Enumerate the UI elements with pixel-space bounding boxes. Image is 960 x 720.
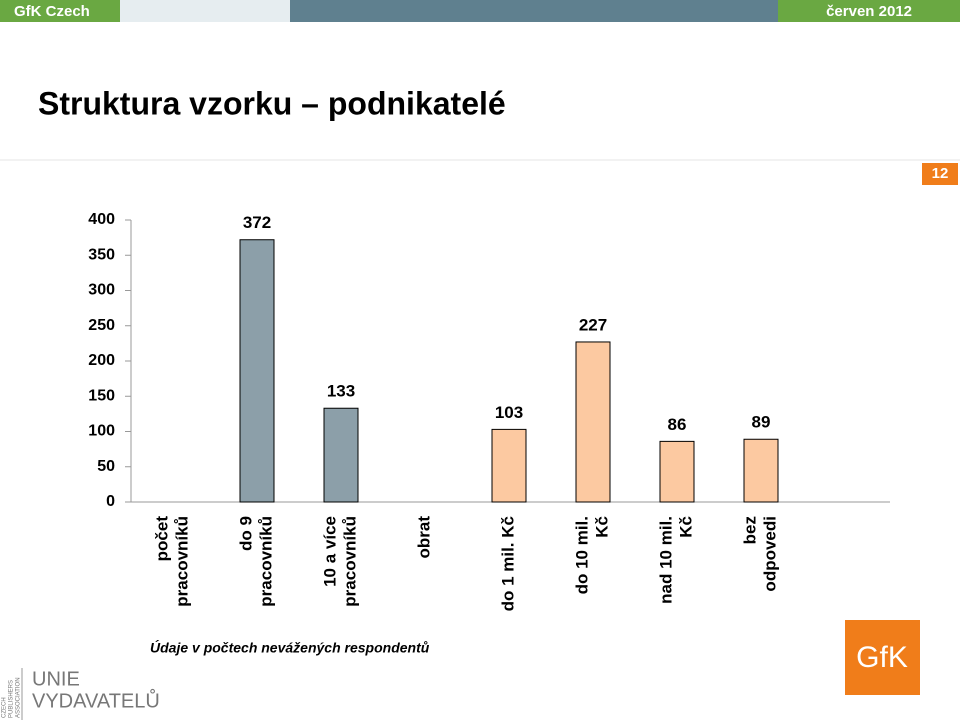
value-label: 372 (243, 213, 271, 232)
x-tick-label: 10 a více pracovníků (320, 516, 359, 607)
x-tick-label-line: bez (740, 516, 759, 544)
bar (659, 440, 695, 503)
x-tick-label-line: nad 10 mil. (656, 516, 675, 604)
x-tick-label-line: do 9 (236, 516, 255, 551)
x-tick-label-line: odpovedi (760, 516, 779, 592)
value-label: 133 (327, 382, 355, 401)
x-tick-label-line: do 10 mil. (572, 516, 591, 594)
vydavatelu-text: VYDAVATELŮ (32, 688, 160, 712)
gfk-logo (845, 620, 920, 695)
header-right-box (778, 0, 960, 22)
x-tick-label: počet pracovníků (152, 516, 191, 607)
bar (575, 341, 611, 503)
y-tick-label: 0 (106, 493, 115, 510)
value-label: 89 (752, 413, 771, 432)
association-text: CZECH PUBLISHERS ASSOCIATION (2, 677, 22, 718)
header-bar (290, 0, 778, 22)
x-tick-label: obrat (414, 516, 433, 559)
page-number-box (922, 163, 958, 185)
bar (743, 438, 779, 503)
x-tick-label: do 1 mil. Kč (498, 516, 517, 611)
y-tick-label: 400 (88, 211, 115, 228)
bar (323, 407, 359, 503)
gfk-logo-text: GfK (856, 641, 908, 674)
header-right: červen 2012 (826, 3, 912, 20)
x-tick-label-line: pracovníků (340, 516, 359, 607)
y-tick-label: 350 (88, 246, 115, 263)
header-left-box (0, 0, 120, 22)
value-label: 103 (495, 403, 523, 422)
y-tick-label: 100 (88, 423, 115, 440)
page-number: 12 (932, 165, 949, 182)
association-line: ASSOCIATION (16, 677, 22, 718)
association-line: CZECH (2, 697, 8, 718)
bar (239, 239, 275, 503)
x-tick-label-line: počet (152, 516, 171, 562)
y-tick-label: 50 (97, 458, 115, 475)
x-tick-label: nad 10 mil. Kč (656, 516, 695, 604)
unie-text: UNIE (32, 668, 80, 690)
x-tick-label-line: 10 a více (320, 516, 339, 587)
footnote: Údaje v počtech nevážených respondentů (150, 639, 430, 656)
header-left: GfK Czech (14, 3, 90, 20)
x-tick-label: do 10 mil. Kč (572, 516, 611, 594)
bar (491, 428, 527, 503)
x-tick-label: bez odpovedi (740, 516, 779, 592)
y-tick-label: 300 (88, 282, 115, 299)
x-tick-label-line: do 1 mil. Kč (498, 516, 517, 611)
association-line: PUBLISHERS (9, 680, 15, 718)
y-tick-label: 150 (88, 387, 115, 404)
value-label: 86 (668, 415, 687, 434)
title: Struktura vzorku – podnikatelé (38, 85, 506, 121)
x-tick-label-line: pracovníků (256, 516, 275, 607)
x-tick-label-line: Kč (592, 516, 611, 538)
header-gap (120, 0, 290, 22)
x-tick-label-line: pracovníků (172, 516, 191, 607)
y-tick-label: 250 (88, 317, 115, 334)
x-tick-label-line: obrat (414, 516, 433, 559)
y-tick-label: 200 (88, 352, 115, 369)
value-label: 227 (579, 315, 607, 334)
x-tick-label: do 9 pracovníků (236, 516, 275, 607)
x-tick-label-line: Kč (676, 516, 695, 538)
